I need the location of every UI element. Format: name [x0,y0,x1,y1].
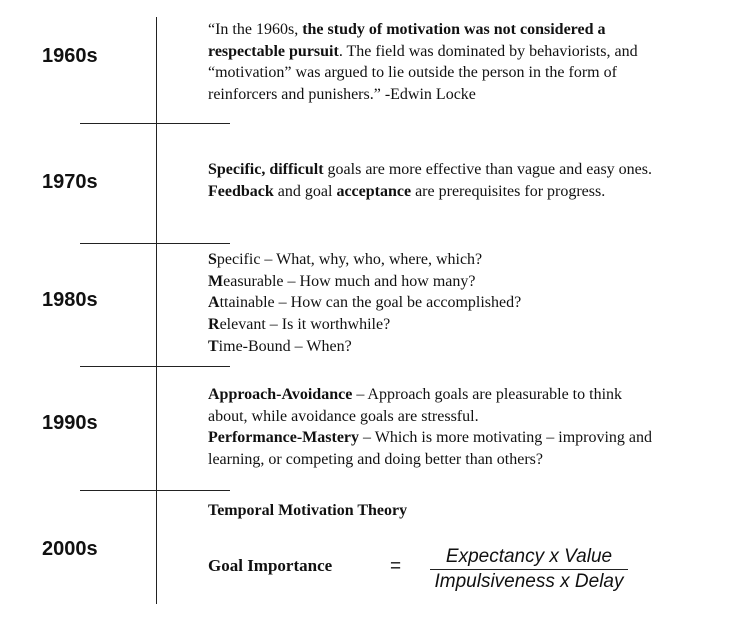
decade-label: 2000s [42,538,98,560]
emphasis-text: S [208,251,217,268]
text-segment: learning, or competing and doing better … [208,451,544,469]
formula-lhs: Goal Importance [208,556,333,575]
text-segment: reinforcers and punishers.” -Edwin Locke [208,86,476,104]
emphasis-text: respectable pursuit [208,42,339,60]
text-line: Approach-Avoidance – Approach goals are … [208,384,652,406]
divider [80,366,230,367]
decade-description: “In the 1960s, the study of motivation w… [208,19,638,106]
formula-equals: = [390,556,402,577]
divider [80,123,230,124]
text-line: Feedback and goal acceptance are prerequ… [208,181,652,203]
text-line: Time-Bound – When? [208,336,521,358]
text-line: reinforcers and punishers.” -Edwin Locke [208,84,638,106]
text-segment: . The field was dominated by behaviorist… [338,42,638,60]
decade-label: 1980s [42,289,98,311]
text-segment: easurable – How much and how many? [223,272,476,290]
text-line: Specific – What, why, who, where, which? [208,249,521,271]
text-line: Relevant – Is it worthwhile? [208,314,521,336]
text-line: about, while avoidance goals are stressf… [208,406,652,428]
emphasis-text: Specific, difficult [208,161,324,178]
decade-label: 1960s [42,45,98,67]
text-line: Specific, difficult goals are more effec… [208,159,652,181]
text-line: learning, or competing and doing better … [208,449,652,471]
decade-description: Specific – What, why, who, where, which?… [208,249,521,358]
decade-label: 1970s [42,171,98,193]
divider [80,243,230,244]
emphasis-text: M [208,272,224,290]
formula-denominator: Impulsiveness x Delay [434,571,624,592]
emphasis-text: Temporal Motivation Theory [208,502,408,519]
decade-label: 1990s [42,412,98,434]
emphasis-text: acceptance [336,182,412,200]
divider [80,490,230,491]
text-segment: – Approach goals are pleasurable to thin… [352,386,623,403]
emphasis-text: R [208,316,220,334]
text-line: Temporal Motivation Theory [208,500,407,522]
text-segment: are prerequisites for progress. [411,182,606,200]
text-segment: about, while avoidance goals are stressf… [208,407,479,425]
formula-numerator: Expectancy x Value [430,546,628,570]
text-segment: ttainable – How can the goal be accompli… [219,294,522,312]
formula-fraction: Expectancy x Value Impulsiveness x Delay [424,546,634,593]
timeline-axis [156,17,157,604]
text-line: “In the 1960s, the study of motivation w… [208,19,638,41]
text-segment: and goal [273,182,337,200]
text-segment: goals are more effective than vague and … [323,161,652,178]
text-segment: – Which is more motivating – improving a… [359,429,653,447]
text-segment: “motivation” was argued to lie outside t… [208,64,617,82]
emphasis-text: T [208,337,219,355]
text-line: Attainable – How can the goal be accompl… [208,292,521,314]
emphasis-text: Feedback [208,182,274,200]
text-segment: “In the 1960s, [208,21,303,38]
text-line: Measurable – How much and how many? [208,271,521,293]
emphasis-text: the study of motivation was not consider… [302,21,606,38]
emphasis-text: Approach-Avoidance [208,386,353,403]
text-segment: ime-Bound – When? [218,337,352,355]
text-line: “motivation” was argued to lie outside t… [208,62,638,84]
text-line: respectable pursuit. The field was domin… [208,41,638,63]
decade-description: Temporal Motivation Theory [208,500,407,522]
decade-description: Approach-Avoidance – Approach goals are … [208,384,652,471]
emphasis-text: Performance-Mastery [208,429,360,447]
text-line: Performance-Mastery – Which is more moti… [208,427,652,449]
text-segment: elevant – Is it worthwhile? [219,316,391,334]
decade-description: Specific, difficult goals are more effec… [208,159,652,202]
emphasis-text: A [208,294,220,312]
text-segment: pecific – What, why, who, where, which? [216,251,483,268]
